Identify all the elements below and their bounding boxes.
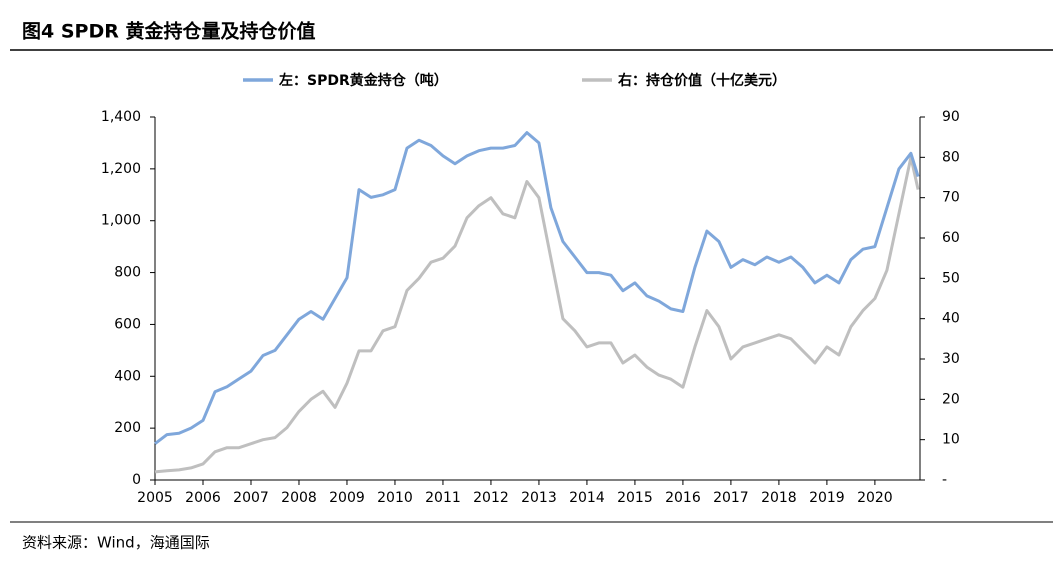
y2-tick-label: 70: [942, 190, 960, 206]
x-tick-label: 2006: [185, 490, 221, 506]
x-tick-label: 2005: [137, 490, 173, 506]
x-tick-label: 2020: [857, 490, 893, 506]
y2-tick-label: 40: [942, 311, 960, 327]
y2-tick-label: 80: [942, 149, 960, 165]
y-tick-label: 1,400: [101, 109, 141, 125]
x-tick-label: 2007: [233, 490, 269, 506]
y2-tick-label: -: [942, 472, 947, 488]
legend-label: 左：SPDR黄金持仓（吨）: [278, 72, 448, 89]
x-tick-label: 2014: [569, 490, 605, 506]
y-tick-label: 1,200: [101, 161, 141, 177]
series-line: [154, 131, 920, 445]
x-tick-label: 2018: [761, 490, 797, 506]
y2-tick-label: 60: [942, 230, 960, 246]
y2-tick-label: 10: [942, 432, 960, 448]
source: 资料来源：Wind，海通国际: [22, 534, 210, 552]
x-tick-label: 2017: [713, 490, 749, 506]
y2-tick-label: 30: [942, 351, 960, 367]
x-tick-label: 2015: [617, 490, 653, 506]
y2-tick-label: 50: [942, 270, 960, 286]
x-tick-label: 2011: [425, 490, 461, 506]
y-tick-label: 600: [114, 316, 141, 332]
legend-label: 右：持仓价值（十亿美元）: [617, 72, 786, 89]
x-tick-label: 2009: [329, 490, 365, 506]
y-tick-label: 400: [114, 368, 141, 384]
y-tick-label: 200: [114, 420, 141, 436]
y2-tick-label: 90: [942, 109, 960, 125]
y-tick-label: 0: [132, 472, 141, 488]
chart-title: 图4 SPDR 黄金持仓量及持仓价值: [22, 20, 315, 43]
y-tick-label: 1,000: [101, 213, 141, 229]
series-line: [154, 155, 920, 474]
x-tick-label: 2016: [665, 490, 701, 506]
x-tick-label: 2019: [809, 490, 845, 506]
x-tick-label: 2008: [281, 490, 317, 506]
x-tick-label: 2010: [377, 490, 413, 506]
x-tick-label: 2012: [473, 490, 509, 506]
y-tick-label: 800: [114, 265, 141, 281]
y2-tick-label: 20: [942, 391, 960, 407]
x-tick-label: 2013: [521, 490, 557, 506]
